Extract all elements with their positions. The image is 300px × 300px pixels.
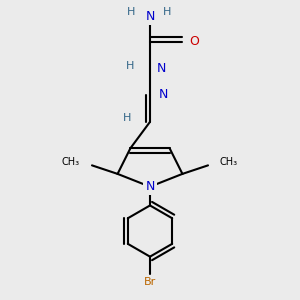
Text: H: H xyxy=(123,113,131,123)
Text: H: H xyxy=(127,7,135,17)
Text: N: N xyxy=(157,62,166,75)
Text: H: H xyxy=(163,7,171,17)
Text: N: N xyxy=(158,88,168,101)
Text: CH₃: CH₃ xyxy=(220,157,238,167)
Text: Br: Br xyxy=(144,277,156,287)
Text: N: N xyxy=(145,180,155,193)
Text: O: O xyxy=(189,35,199,48)
Text: H: H xyxy=(126,61,135,70)
Text: N: N xyxy=(145,10,155,22)
Text: CH₃: CH₃ xyxy=(62,157,80,167)
